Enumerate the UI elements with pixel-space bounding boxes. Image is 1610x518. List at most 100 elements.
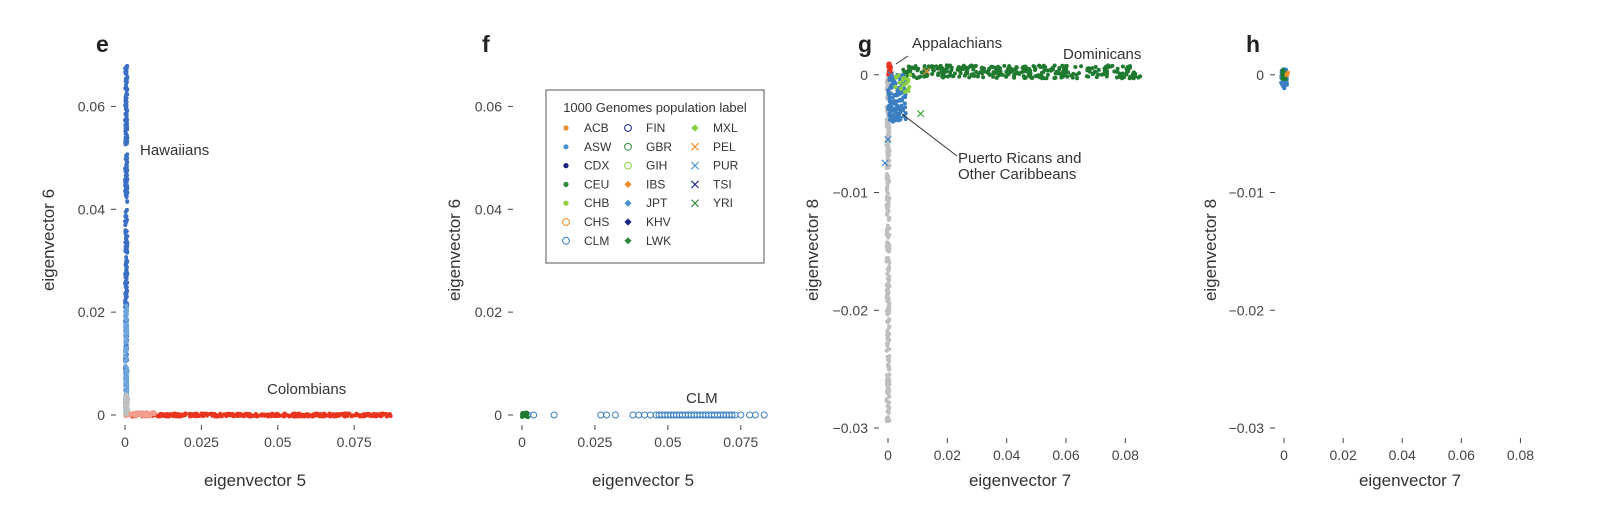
point-hawaiians <box>125 156 130 161</box>
panel-g-annotation-dominicans: Dominicans <box>1063 46 1141 63</box>
legend-marker-tsi <box>691 180 699 189</box>
point-mxl-like <box>896 73 901 78</box>
x-tick-label: 0.06 <box>1448 447 1475 463</box>
point-dominicans <box>994 75 999 80</box>
point-clm <box>760 411 768 419</box>
point-other-gray- <box>885 382 890 387</box>
point-dominicans <box>971 67 976 72</box>
legend-label-jpt: JPT <box>646 196 668 210</box>
point-dominicans <box>952 71 957 76</box>
point-hawaiians <box>123 139 128 144</box>
point-dominicans <box>991 74 996 79</box>
point-1000g-cluster <box>1283 83 1288 88</box>
legend-label-yri: YRI <box>713 196 733 210</box>
panel-g-axes: 0 0.02 0.04 0.06 0.08 0 −0.01 −0.02 −0.03 <box>833 67 1140 463</box>
legend-label-tsi: TSI <box>713 177 732 191</box>
point-other-gray- <box>884 176 889 181</box>
point-hawaiians <box>125 199 130 204</box>
point-hawaiians-light- <box>123 338 128 343</box>
x-tick-label: 0.08 <box>1112 447 1139 463</box>
y-tick-label: 0.04 <box>78 201 105 217</box>
point-dominicans <box>1065 74 1070 79</box>
point-colombians <box>366 411 371 416</box>
point-hawaiians <box>124 163 129 168</box>
point-dominicans <box>944 69 949 74</box>
point-dominicans <box>1066 70 1071 75</box>
point-dominicans <box>914 76 919 81</box>
point-hawaiians-light- <box>124 321 129 326</box>
point-dominicans <box>1029 75 1034 80</box>
point-dominicans <box>1087 69 1092 74</box>
point-colombians <box>381 412 386 417</box>
legend-marker-jpt <box>624 199 632 207</box>
point-colombians <box>174 412 179 417</box>
x-tick-label: 0.02 <box>1329 447 1356 463</box>
point-other-gray- <box>886 377 891 382</box>
panel-e-points <box>123 64 393 419</box>
point-other-gray- <box>887 400 892 405</box>
y-tick-label: −0.02 <box>833 302 869 318</box>
point-clm <box>728 411 736 419</box>
point-dominicans <box>907 65 912 70</box>
panel-h-points <box>1279 67 1290 91</box>
point-other-gray- <box>884 186 889 191</box>
panel-h-ylabel: eigenvector 8 <box>1201 199 1220 301</box>
point-colombians <box>275 414 280 419</box>
point-colombians <box>259 412 264 417</box>
point-dominicans <box>957 66 962 71</box>
point-colombians-light- <box>139 411 144 416</box>
point-hawaiians <box>125 190 130 195</box>
point-dominicans <box>1010 68 1015 73</box>
point-dominicans <box>978 70 983 75</box>
legend-label-mxl: MXL <box>713 121 738 135</box>
point-dominicans <box>1064 63 1069 68</box>
x-tick-label: 0.075 <box>723 434 758 450</box>
point-other-gray- <box>886 388 891 393</box>
point-dominicans <box>1094 75 1099 80</box>
panel-f-points <box>520 410 768 420</box>
point-other-gray- <box>886 217 891 222</box>
y-tick-label: 0.04 <box>475 201 502 217</box>
point-other-gray- <box>886 306 891 311</box>
point-puerto-ricans <box>897 105 902 110</box>
point-puerto-ricans <box>901 108 906 113</box>
point-dominicans <box>1112 69 1117 74</box>
point-hawaiians-light- <box>124 367 129 372</box>
point-other <box>123 396 128 401</box>
point-colombians <box>282 414 287 419</box>
panel-g-annotation-appalachians: Appalachians <box>912 35 1002 52</box>
legend-entries: ACB ASW CDX CEU CHB CHS CLM FIN GBR GIH IBS JPT KHV L… <box>562 121 739 248</box>
x-tick-label: 0.05 <box>264 434 291 450</box>
point-hawaiians-light- <box>123 349 128 354</box>
point-hawaiians <box>123 210 128 215</box>
point-dominicans <box>1117 73 1122 78</box>
point-puerto-ricans <box>887 99 892 104</box>
point-pur <box>884 135 892 144</box>
y-tick-label: 0.06 <box>475 98 502 114</box>
y-tick-label: 0 <box>860 67 868 83</box>
point-hawaiians-light- <box>123 334 128 339</box>
panel-g-annotation-other-caribbeans: Other Caribbeans <box>958 166 1076 183</box>
point-hawaiians <box>123 292 128 297</box>
panel-letter-f: f <box>482 31 490 57</box>
point-hawaiians <box>123 229 128 234</box>
point-hawaiians <box>124 106 129 111</box>
panel-e-annotation-hawaiians: Hawaiians <box>140 142 209 159</box>
point-mxl-like <box>906 77 911 82</box>
point-other-gray- <box>886 141 891 146</box>
point-colombians <box>228 413 233 418</box>
point-dominicans <box>1033 74 1038 79</box>
point-puerto-ricans <box>897 111 902 116</box>
point-other-gray- <box>886 330 891 335</box>
point-colombians <box>244 411 249 416</box>
point-puerto-ricans <box>890 95 895 100</box>
point-colombians <box>328 414 333 419</box>
point-dominicans <box>1027 66 1032 71</box>
point-colombians <box>156 414 161 419</box>
point-other-gray- <box>884 165 889 170</box>
point-hawaiians <box>123 214 128 219</box>
legend-marker-ceu <box>563 181 569 187</box>
point-hawaiians-light- <box>123 327 128 332</box>
legend-label-lwk: LWK <box>646 234 671 248</box>
